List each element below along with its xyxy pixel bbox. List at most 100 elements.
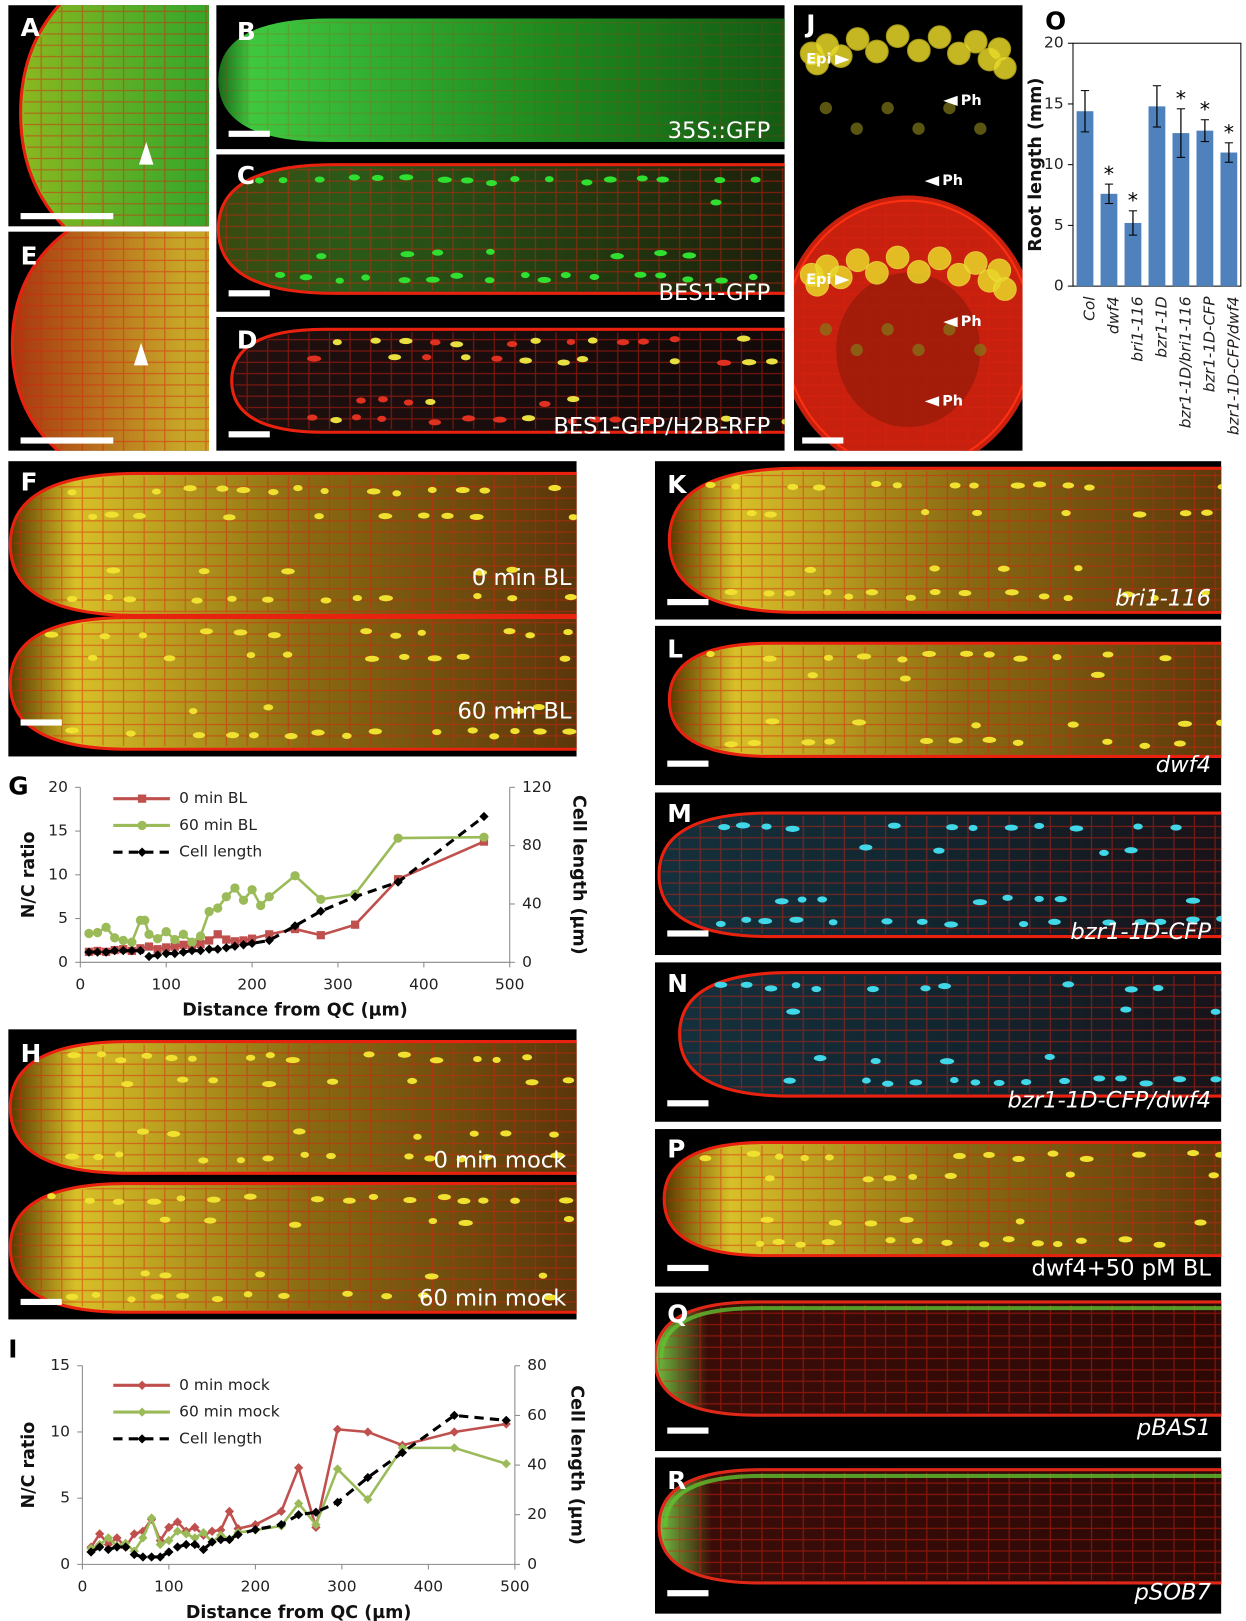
y-tick-label: 20 [48,778,68,796]
panel-letter: C [237,161,255,190]
nucleus [1032,1240,1044,1246]
x-tick-label: Col [1081,296,1099,321]
y-axis-label: Root length (mm) [1026,78,1046,252]
nucleus [584,1133,593,1139]
nucleus [756,1241,765,1247]
nucleus [533,728,547,734]
nucleus [407,1078,417,1084]
nucleus [93,1154,103,1160]
nucleus [766,358,778,364]
nucleus [1139,743,1150,749]
nucleus [862,1077,871,1083]
nucleus [825,1154,834,1160]
root-cells [667,1146,1246,1253]
nucleus [763,656,777,662]
nucleus [881,918,892,924]
nucleus [824,655,833,661]
nucleus [160,1217,171,1223]
nucleus [866,40,889,63]
nucleus [326,1153,336,1159]
panel-letter: I [8,1334,17,1363]
data-point [256,901,265,910]
nucleus [486,249,495,255]
nucleus [88,655,98,661]
nucleus [1216,720,1224,726]
nucleus [521,272,530,278]
nucleus [188,1056,197,1062]
nucleus [1005,589,1019,595]
nucleus [1125,986,1138,992]
nucleus [1159,655,1171,661]
scale-bar [21,437,114,443]
nucleus [372,175,384,181]
nucleus [737,336,750,342]
nucleus [403,1197,416,1203]
nucleus [1019,921,1028,927]
nucleus [897,656,907,662]
nucleus [361,274,370,280]
nucleus [300,1152,309,1158]
nucleus [67,596,77,602]
y2-tick-label: 80 [527,1356,547,1374]
nucleus [378,513,392,519]
nucleus [330,417,342,423]
nucleus [974,122,986,134]
nucleus [761,1217,774,1223]
micrograph [8,1029,672,1319]
nucleus [152,488,161,494]
nucleus [765,985,777,991]
nucleus [1011,483,1025,489]
panel-letter: G [8,771,28,800]
data-point [144,952,153,961]
data-point [119,936,128,945]
nucleus [1091,672,1105,678]
nucleus [950,482,961,488]
nucleus [824,739,835,745]
data-point [230,883,239,892]
significance-mark: * [1200,97,1210,121]
data-point [333,1425,342,1434]
nucleus [473,1056,482,1062]
nucleus [398,1052,411,1058]
significance-mark: * [1104,162,1114,186]
nucleus [600,1152,612,1158]
nucleus [327,1079,338,1085]
scale-bar [229,290,270,296]
data-point [179,930,188,939]
nucleus [121,1081,133,1087]
nucleus [775,898,789,904]
nucleus [908,39,931,62]
nucleus [538,277,551,283]
root-cells [13,1045,672,1171]
y2-tick-label: 0 [527,1555,537,1573]
nucleus [363,1051,374,1057]
nucleus [300,274,312,280]
nucleus [716,921,726,927]
y2-tick-label: 80 [522,836,542,854]
nucleus [293,485,302,491]
data-point [222,892,231,901]
nucleus [820,102,832,114]
nucleus [293,1128,306,1134]
nucleus [333,339,342,345]
nucleus [577,356,588,362]
data-point [138,1552,147,1561]
nucleus [151,1294,164,1300]
nucleus [429,1218,438,1224]
nucleus [817,896,827,902]
nucleus [910,1079,923,1085]
nucleus [859,844,872,850]
panel-letter: O [1045,7,1066,36]
significance-mark: * [1128,189,1138,213]
nucleus [748,740,761,746]
nucleus [807,672,817,678]
scale-bar [21,719,62,725]
nucleus [1180,510,1192,516]
nucleus [641,1217,654,1223]
nucleus [1005,825,1018,831]
nucleus [342,1291,353,1297]
nucleus [631,654,643,660]
data-point [450,1443,459,1452]
nucleus [567,339,576,345]
micrograph [8,461,672,756]
